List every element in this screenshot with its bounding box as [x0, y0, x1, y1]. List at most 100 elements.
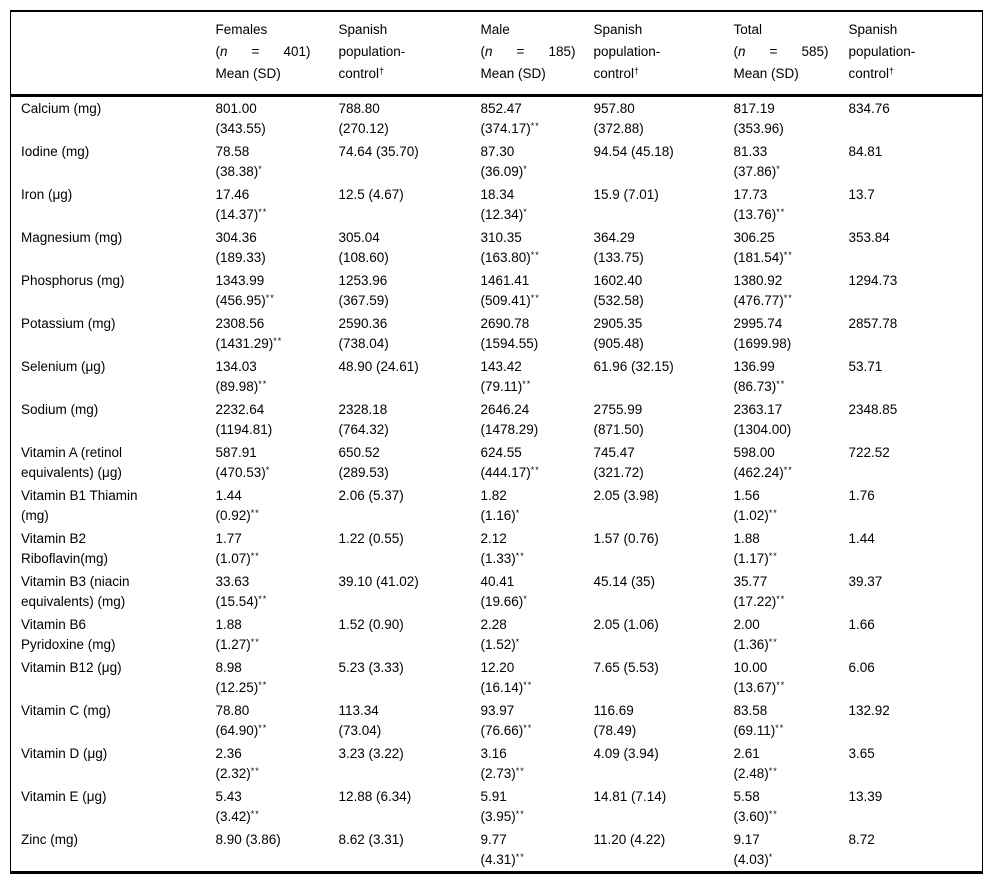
mean-sd-value: 624.55 (444.17)	[480, 444, 531, 480]
mean-sd-value: 310.35 (163.80)	[480, 229, 531, 265]
mean-sd-value: 9.77 (4.31)	[480, 831, 516, 867]
mean-sd-label: Mean (SD)	[215, 66, 281, 81]
table-row: Zinc (mg) 8.90 (3.86) 8.62 (3.31) 9.77 (4.3…	[11, 828, 983, 873]
mean-sd-value: 48.90 (24.61)	[338, 358, 419, 374]
value-cell: 304.36 (189.33)	[216, 226, 339, 269]
mean-sd-value: 74.64 (35.70)	[338, 143, 419, 159]
value-cell: 35.77 (17.22)**	[734, 570, 849, 613]
mean-sd-value: 5.91 (3.95)	[480, 788, 516, 824]
significance-marker: **	[768, 766, 778, 776]
mean-sd-value: 2.12 (1.33)	[480, 530, 516, 566]
value-cell: 3.16 (2.73)**	[481, 742, 594, 785]
mean-sd-value: 12.20 (16.14)	[480, 659, 524, 695]
mean-sd-value: 1461.41 (509.41)	[480, 272, 531, 308]
mean-sd-value: 35.77 (17.22)	[733, 573, 777, 609]
value-cell: 852.47 (374.17)**	[481, 96, 594, 141]
mean-sd-value: 2646.24 (1478.29)	[480, 401, 539, 437]
value-cell: 8.98 (12.25)**	[216, 656, 339, 699]
mean-sd-value: 143.42 (79.11)	[480, 358, 523, 394]
value-cell: 134.03 (89.98)**	[216, 355, 339, 398]
value-cell: 12.20 (16.14)**	[481, 656, 594, 699]
value-cell: 310.35 (163.80)**	[481, 226, 594, 269]
dagger-footnote-marker: †	[379, 65, 385, 76]
mean-sd-value: 136.99 (86.73)	[733, 358, 777, 394]
value-cell: 2.05 (1.06)	[594, 613, 734, 656]
value-cell: 1.56 (1.02)**	[734, 484, 849, 527]
value-cell: 598.00 (462.24)**	[734, 441, 849, 484]
significance-marker: **	[523, 723, 533, 733]
value-cell: 1294.73	[849, 269, 983, 312]
significance-marker: **	[250, 766, 260, 776]
mean-sd-value: 834.76	[848, 100, 890, 116]
nutrient-label: Iodine (mg)	[21, 143, 90, 159]
nutrient-label: Vitamin B2 Riboflavin(mg)	[21, 530, 109, 566]
value-cell: 1.88 (1.27)**	[216, 613, 339, 656]
significance-marker: **	[783, 293, 793, 303]
value-cell: 650.52 (289.53)	[339, 441, 481, 484]
significance-marker: **	[258, 680, 268, 690]
mean-sd-value: 12.5 (4.67)	[338, 186, 404, 202]
significance-marker: *	[515, 637, 521, 647]
significance-marker: **	[783, 465, 793, 475]
value-cell: 2690.78 (1594.55)	[481, 312, 594, 355]
significance-marker: **	[775, 723, 785, 733]
mean-sd-value: 8.90 (3.86)	[215, 831, 281, 847]
value-cell: 1380.92 (476.77)**	[734, 269, 849, 312]
mean-sd-value: 2232.64 (1194.81)	[215, 401, 273, 437]
significance-marker: *	[265, 465, 271, 475]
significance-marker: *	[515, 508, 521, 518]
value-cell: 353.84	[849, 226, 983, 269]
nutrient-label: Vitamin E (μg)	[21, 788, 107, 804]
value-cell: 1461.41 (509.41)**	[481, 269, 594, 312]
value-cell: 15.9 (7.01)	[594, 183, 734, 226]
significance-marker: **	[776, 207, 786, 217]
value-cell: 817.19 (353.96)	[734, 96, 849, 141]
table-row: Calcium (mg) 801.00 (343.55) 788.80 (270.1…	[11, 96, 983, 141]
header-row: Females (n = 401) Mean (SD) Spanish population…	[10, 11, 983, 97]
nutrient-label: Vitamin A (retinol equivalents) (μg)	[21, 444, 123, 480]
value-cell: 834.76	[849, 96, 983, 141]
value-cell: 8.72	[849, 828, 983, 873]
value-cell: 78.58 (38.38)*	[216, 140, 339, 183]
significance-marker: **	[523, 680, 533, 690]
mean-sd-value: 33.63 (15.54)	[215, 573, 259, 609]
control-header-line: population-	[593, 44, 661, 59]
mean-sd-value: 598.00 (462.24)	[733, 444, 784, 480]
value-cell: 136.99 (86.73)**	[734, 355, 849, 398]
mean-sd-value: 39.10 (41.02)	[338, 573, 419, 589]
mean-sd-value: 15.9 (7.01)	[593, 186, 659, 202]
group-name: Male	[480, 22, 510, 37]
mean-sd-value: 650.52 (289.53)	[338, 444, 389, 480]
value-cell: 11.20 (4.22)	[594, 828, 734, 873]
value-cell: 17.46 (14.37)**	[216, 183, 339, 226]
significance-marker: *	[523, 164, 528, 174]
value-cell: 1.66	[849, 613, 983, 656]
mean-sd-value: 1343.99 (456.95)	[215, 272, 266, 308]
value-cell: 116.69 (78.49)	[594, 699, 734, 742]
value-cell: 364.29 (133.75)	[594, 226, 734, 269]
mean-sd-value: 2308.56 (1431.29)	[215, 315, 274, 351]
value-cell: 2.05 (3.98)	[594, 484, 734, 527]
mean-sd-value: 78.58 (38.38)	[215, 143, 259, 179]
table-row: Vitamin E (μg) 5.43 (3.42)** 12.88 (6.34) 5…	[11, 785, 983, 828]
significance-marker: **	[250, 637, 260, 647]
mean-sd-value: 5.58 (3.60)	[733, 788, 769, 824]
value-cell: 2328.18 (764.32)	[339, 398, 481, 441]
nutrient-label: Sodium (mg)	[21, 401, 99, 417]
value-cell: 1253.96 (367.59)	[339, 269, 481, 312]
value-cell: 39.10 (41.02)	[339, 570, 481, 613]
significance-marker: **	[250, 809, 260, 819]
value-cell: 74.64 (35.70)	[339, 140, 481, 183]
value-cell: 78.80 (64.90)**	[216, 699, 339, 742]
value-cell: 2905.35 (905.48)	[594, 312, 734, 355]
value-cell: 40.41 (19.66)*	[481, 570, 594, 613]
control-header: Spanish population-control†	[848, 11, 983, 97]
value-cell: 2308.56 (1431.29)**	[216, 312, 339, 355]
nutrient-label: Calcium (mg)	[21, 100, 102, 116]
nutrient-label: Vitamin C (mg)	[21, 702, 111, 718]
nutrient-label: Vitamin D (μg)	[21, 745, 108, 761]
significance-marker: **	[768, 637, 778, 647]
significance-marker: **	[768, 508, 778, 518]
mean-sd-value: 2905.35 (905.48)	[593, 315, 644, 351]
value-cell: 9.17 (4.03)*	[734, 828, 849, 873]
